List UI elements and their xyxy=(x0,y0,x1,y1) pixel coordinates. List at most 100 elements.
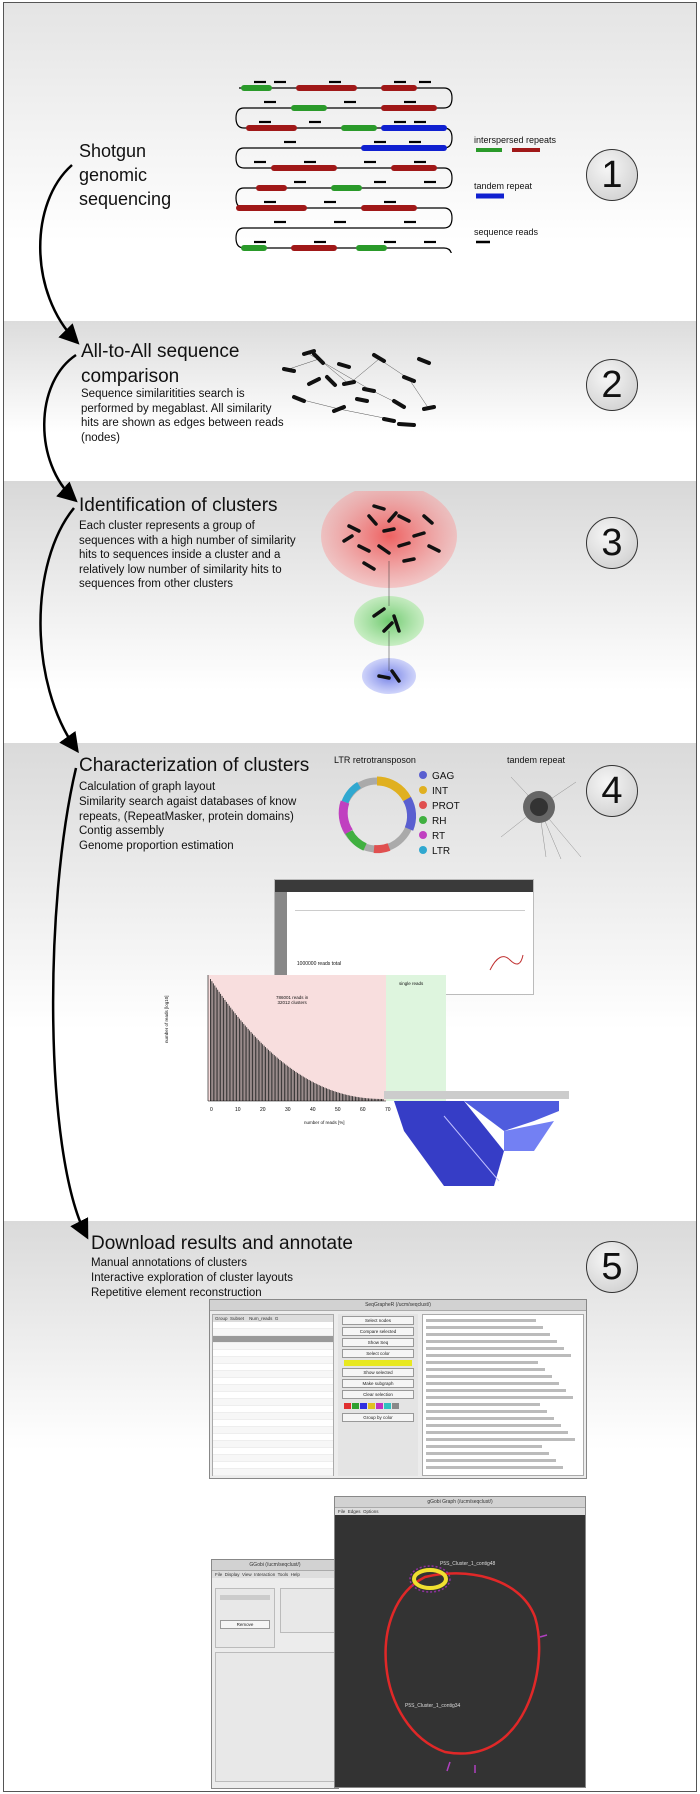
swatch-purple[interactable] xyxy=(376,1403,383,1409)
graph-window: gGobi Graph (/ucm/seqclust/) File Edges … xyxy=(334,1496,586,1788)
speed-slider[interactable] xyxy=(220,1595,270,1600)
bar xyxy=(379,1098,381,1101)
sequence-line xyxy=(426,1403,540,1406)
swatch-green[interactable] xyxy=(352,1403,359,1409)
bar xyxy=(365,1098,367,1101)
step-number-1: 1 xyxy=(586,149,638,201)
table-row[interactable] xyxy=(213,1364,333,1371)
swatch-red[interactable] xyxy=(344,1403,351,1409)
legend-tandem-swatch xyxy=(476,193,504,199)
bar xyxy=(281,1061,282,1101)
bar xyxy=(347,1095,349,1101)
bar xyxy=(239,1018,240,1101)
table-row[interactable] xyxy=(213,1441,333,1448)
table-row[interactable] xyxy=(213,1336,333,1343)
table-row[interactable] xyxy=(213,1406,333,1413)
bar xyxy=(279,1059,281,1101)
cluster-layout-graph[interactable]: P5S_Cluster_1_contig48 P5S_Cluster_1_con… xyxy=(335,1517,585,1787)
ggobi-options-panel[interactable]: Remove xyxy=(215,1588,275,1648)
flow-arrows xyxy=(39,164,89,1240)
table-row[interactable] xyxy=(213,1469,333,1476)
table-row[interactable] xyxy=(213,1420,333,1427)
section-characterization: Characterization of clusters Calculation… xyxy=(4,743,696,1221)
bar xyxy=(269,1051,271,1101)
clear-selection-button[interactable]: Clear selection xyxy=(342,1390,414,1399)
bar xyxy=(266,1048,268,1101)
arrow-4-to-5 xyxy=(51,767,89,1240)
ggobi-menubar[interactable]: File Display View Interaction Tools Help xyxy=(212,1571,338,1578)
table-row[interactable] xyxy=(213,1329,333,1336)
table-row[interactable] xyxy=(213,1343,333,1350)
table-row[interactable] xyxy=(213,1392,333,1399)
bar xyxy=(299,1074,301,1101)
bar xyxy=(339,1092,340,1101)
make-subgraph-button[interactable]: Make subgraph xyxy=(342,1379,414,1388)
compare-selected-button[interactable]: Compare selected xyxy=(342,1327,414,1336)
group-by-color-button[interactable]: Group by color xyxy=(342,1413,414,1422)
bar xyxy=(224,999,226,1101)
domain-legend: GAG INT PROT RH RT LTR xyxy=(419,769,460,859)
table-row[interactable] xyxy=(213,1455,333,1462)
section1-title: Shotgun genomic sequencing xyxy=(79,141,172,209)
table-row[interactable] xyxy=(213,1399,333,1406)
bar xyxy=(344,1094,346,1101)
bar xyxy=(355,1096,356,1101)
rh-dot xyxy=(419,816,427,824)
bar xyxy=(297,1072,298,1101)
table-row[interactable] xyxy=(213,1413,333,1420)
table-row[interactable] xyxy=(213,1350,333,1357)
table-row[interactable] xyxy=(213,1462,333,1469)
bar xyxy=(321,1086,323,1101)
bar xyxy=(268,1049,269,1101)
swatch-cyan[interactable] xyxy=(384,1403,391,1409)
x-tick-label: 40 xyxy=(310,1107,316,1113)
blue-cluster xyxy=(362,658,416,694)
sequence-line xyxy=(426,1368,545,1371)
section-all-to-all: All-to-All sequence comparison Sequence … xyxy=(4,321,696,481)
bar xyxy=(230,1007,232,1101)
bar xyxy=(381,1098,382,1101)
table-row[interactable] xyxy=(213,1385,333,1392)
cluster-table[interactable]: Group Subset Num_reads G xyxy=(212,1314,334,1476)
x-tick-label: 50 xyxy=(335,1107,341,1113)
table-row[interactable] xyxy=(213,1434,333,1441)
table-row[interactable] xyxy=(213,1448,333,1455)
bar xyxy=(301,1075,303,1101)
bars-group xyxy=(210,979,384,1101)
graph-menubar[interactable]: File Edges Options xyxy=(335,1508,585,1515)
bar xyxy=(375,1098,377,1101)
color-palette[interactable] xyxy=(344,1403,412,1409)
ltr-dot xyxy=(419,846,427,854)
table-row[interactable] xyxy=(213,1378,333,1385)
bar xyxy=(315,1083,317,1101)
bar xyxy=(247,1028,249,1101)
bar xyxy=(376,1098,378,1101)
sequence-list[interactable] xyxy=(422,1314,584,1476)
select-nodes-button[interactable]: Select nodes xyxy=(342,1316,414,1325)
prot-dot xyxy=(419,801,427,809)
table-row[interactable] xyxy=(213,1371,333,1378)
bar xyxy=(353,1096,355,1101)
sequence-line xyxy=(426,1326,543,1329)
legend-reads-label: sequence reads xyxy=(474,227,539,237)
graph-window-title: gGobi Graph (/ucm/seqclust/) xyxy=(335,1497,585,1508)
bar xyxy=(337,1092,339,1101)
select-color-button[interactable]: Select color xyxy=(342,1349,414,1358)
x-tick-label: 10 xyxy=(235,1107,241,1113)
table-row[interactable] xyxy=(213,1357,333,1364)
domain-ltr: LTR xyxy=(419,844,460,859)
ltr-graph-layout xyxy=(338,776,417,854)
bar xyxy=(262,1044,264,1101)
bar xyxy=(254,1036,256,1101)
swatch-yellow[interactable] xyxy=(368,1403,375,1409)
table-row[interactable] xyxy=(213,1427,333,1434)
swatch-blue[interactable] xyxy=(360,1403,367,1409)
show-selected-button[interactable]: Show selected xyxy=(342,1368,414,1377)
ggobi-grid-panel[interactable] xyxy=(280,1588,335,1633)
table-row[interactable] xyxy=(213,1322,333,1329)
reset-button[interactable]: Remove xyxy=(220,1620,270,1629)
bar xyxy=(249,1030,251,1101)
section5-title: Download results and annotate xyxy=(91,1233,353,1254)
swatch-grey[interactable] xyxy=(392,1403,399,1409)
show-seq-button[interactable]: Show Seq xyxy=(342,1338,414,1347)
